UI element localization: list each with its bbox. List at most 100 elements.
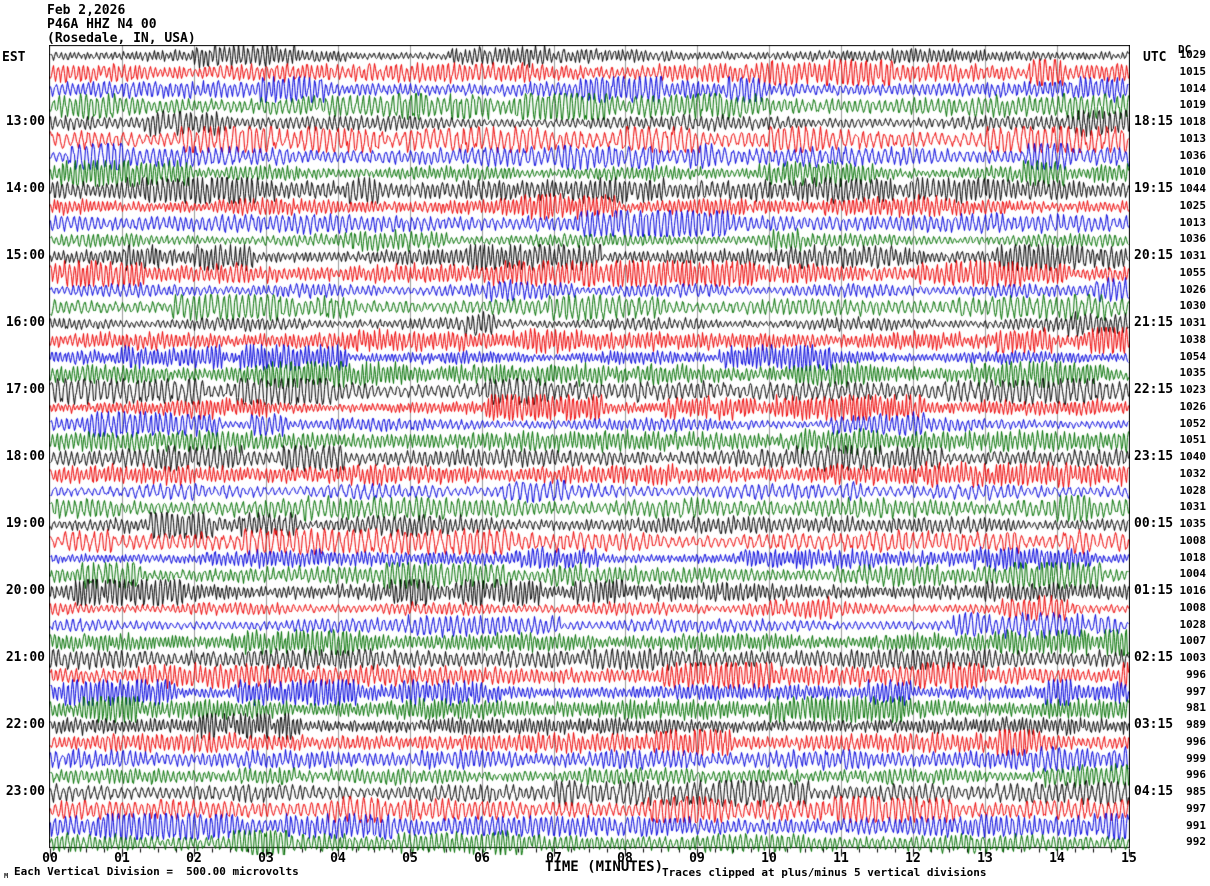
utc-time-label: 23:15 bbox=[1134, 449, 1174, 464]
est-time-label: 19:00 bbox=[5, 516, 45, 531]
header-station-location: (Rosedale, IN, USA) bbox=[47, 31, 196, 46]
est-time-label: 17:00 bbox=[5, 382, 45, 397]
dc-offset-value: 997 bbox=[1186, 801, 1206, 815]
plot-header: Feb 2,2026 P46A HHZ N4 00 (Rosedale, IN, U… bbox=[47, 4, 196, 46]
x-tick-label: 13 bbox=[977, 851, 993, 866]
est-time-label: 23:00 bbox=[5, 784, 45, 799]
dc-offset-value: 1030 bbox=[1179, 299, 1207, 313]
dc-offset-value: 1031 bbox=[1179, 316, 1207, 329]
dc-offset-value: 1016 bbox=[1179, 584, 1207, 597]
dc-offset-value: 997 bbox=[1186, 684, 1206, 698]
dc-offset-value: 1036 bbox=[1179, 148, 1207, 162]
dc-offset-value: 1008 bbox=[1179, 600, 1207, 614]
utc-time-label: 03:15 bbox=[1134, 717, 1174, 732]
dc-offset-value: 992 bbox=[1186, 835, 1206, 849]
x-tick-label: 07 bbox=[546, 851, 562, 866]
est-time-label: 13:00 bbox=[5, 114, 45, 129]
dc-offset-value: 1032 bbox=[1179, 466, 1207, 480]
dc-offset-value: 1023 bbox=[1179, 383, 1207, 396]
x-axis-title: TIME (MINUTES) bbox=[545, 859, 664, 875]
x-tick-label: 12 bbox=[905, 851, 921, 866]
dc-offset-value: 1031 bbox=[1179, 500, 1207, 514]
dc-offset-value: 996 bbox=[1186, 768, 1206, 782]
est-time-label: 18:00 bbox=[5, 449, 45, 464]
dc-offset-value: 1008 bbox=[1179, 533, 1207, 547]
x-tick-label: 05 bbox=[402, 851, 418, 866]
dc-offset-value: 981 bbox=[1186, 701, 1206, 715]
x-tick-label: 03 bbox=[258, 851, 274, 866]
utc-time-label: 19:15 bbox=[1134, 181, 1174, 196]
dc-offset-value: 1038 bbox=[1179, 332, 1207, 346]
header-date: Feb 2,2026 bbox=[47, 3, 126, 18]
dc-offset-value: 1013 bbox=[1179, 131, 1207, 145]
dc-offset-value: 1031 bbox=[1179, 249, 1207, 262]
dc-offset-value: 1015 bbox=[1179, 64, 1207, 78]
right-timezone-label: UTC bbox=[1143, 50, 1167, 65]
dc-offset-value: 1040 bbox=[1179, 450, 1207, 463]
est-time-label: 16:00 bbox=[5, 315, 45, 330]
est-time-label: 15:00 bbox=[5, 248, 45, 263]
est-time-label: 14:00 bbox=[5, 181, 45, 196]
dc-offset-value: 1013 bbox=[1179, 215, 1207, 229]
utc-time-label: 20:15 bbox=[1134, 248, 1174, 263]
helicorder-trace-canvas[interactable] bbox=[49, 45, 1130, 857]
x-tick-label: 14 bbox=[1049, 851, 1065, 866]
x-tick-label: 11 bbox=[833, 851, 849, 866]
x-tick-label: 06 bbox=[474, 851, 490, 866]
dc-offset-value: 1026 bbox=[1179, 399, 1207, 413]
x-tick-label: 10 bbox=[761, 851, 777, 866]
dc-offset-value: 1026 bbox=[1179, 282, 1207, 296]
dc-offset-value: 999 bbox=[1186, 751, 1206, 765]
header-station-code: P46A HHZ N4 00 bbox=[47, 17, 157, 32]
utc-time-label: 22:15 bbox=[1134, 382, 1174, 397]
dc-offset-value: 1007 bbox=[1179, 634, 1207, 648]
left-timezone-label: EST bbox=[2, 50, 26, 65]
dc-offset-value: 1014 bbox=[1179, 81, 1207, 95]
utc-time-label: 18:15 bbox=[1134, 114, 1174, 129]
dc-offset-value: 1004 bbox=[1179, 567, 1207, 581]
x-tick-label: 00 bbox=[42, 851, 58, 866]
clipping-note: Traces clipped at plus/minus 5 vertical … bbox=[662, 866, 987, 879]
plot-area bbox=[49, 45, 1130, 857]
x-tick-label: 15 bbox=[1121, 851, 1137, 866]
dc-offset-value: 1018 bbox=[1179, 550, 1207, 564]
dc-offset-value: 1055 bbox=[1179, 265, 1207, 279]
dc-offset-value: 1028 bbox=[1179, 617, 1207, 631]
dc-offset-value: 1025 bbox=[1179, 198, 1207, 212]
dc-offset-value: 1029 bbox=[1179, 48, 1207, 61]
dc-offset-value: 1028 bbox=[1179, 483, 1207, 497]
est-time-label: 22:00 bbox=[5, 717, 45, 732]
dc-offset-value: 996 bbox=[1186, 734, 1206, 748]
dc-offset-value: 1018 bbox=[1179, 115, 1207, 128]
vertical-division-note: Each Vertical Division = 500.00 microvol… bbox=[14, 865, 299, 878]
dc-offset-value: 1010 bbox=[1179, 165, 1207, 179]
dc-offset-value: 985 bbox=[1186, 785, 1206, 798]
utc-time-label: 00:15 bbox=[1134, 516, 1174, 531]
x-tick-label: 04 bbox=[330, 851, 346, 866]
dc-offset-value: 1003 bbox=[1179, 651, 1207, 664]
dc-offset-value: 1019 bbox=[1179, 98, 1207, 112]
x-tick-label: 01 bbox=[114, 851, 130, 866]
dc-offset-value: 1035 bbox=[1179, 366, 1207, 380]
dc-offset-value: 1036 bbox=[1179, 232, 1207, 246]
dc-offset-value: 1051 bbox=[1179, 433, 1207, 447]
x-tick-label: 08 bbox=[617, 851, 633, 866]
dc-offset-value: 989 bbox=[1186, 718, 1206, 731]
utc-time-label: 02:15 bbox=[1134, 650, 1174, 665]
dc-offset-value: 1052 bbox=[1179, 416, 1207, 430]
dc-offset-value: 996 bbox=[1186, 667, 1206, 681]
x-tick-label: 09 bbox=[689, 851, 705, 866]
est-time-label: 20:00 bbox=[5, 583, 45, 598]
est-time-label: 21:00 bbox=[5, 650, 45, 665]
dc-offset-value: 1035 bbox=[1179, 517, 1207, 530]
x-tick-label: 02 bbox=[186, 851, 202, 866]
utc-time-label: 01:15 bbox=[1134, 583, 1174, 598]
dc-offset-value: 1044 bbox=[1179, 182, 1207, 195]
corner-mark: M bbox=[4, 872, 9, 880]
utc-time-label: 04:15 bbox=[1134, 784, 1174, 799]
utc-time-label: 21:15 bbox=[1134, 315, 1174, 330]
dc-offset-value: 1054 bbox=[1179, 349, 1207, 363]
dc-offset-column-header: DC bbox=[1178, 43, 1192, 56]
dc-offset-value: 991 bbox=[1186, 818, 1206, 832]
